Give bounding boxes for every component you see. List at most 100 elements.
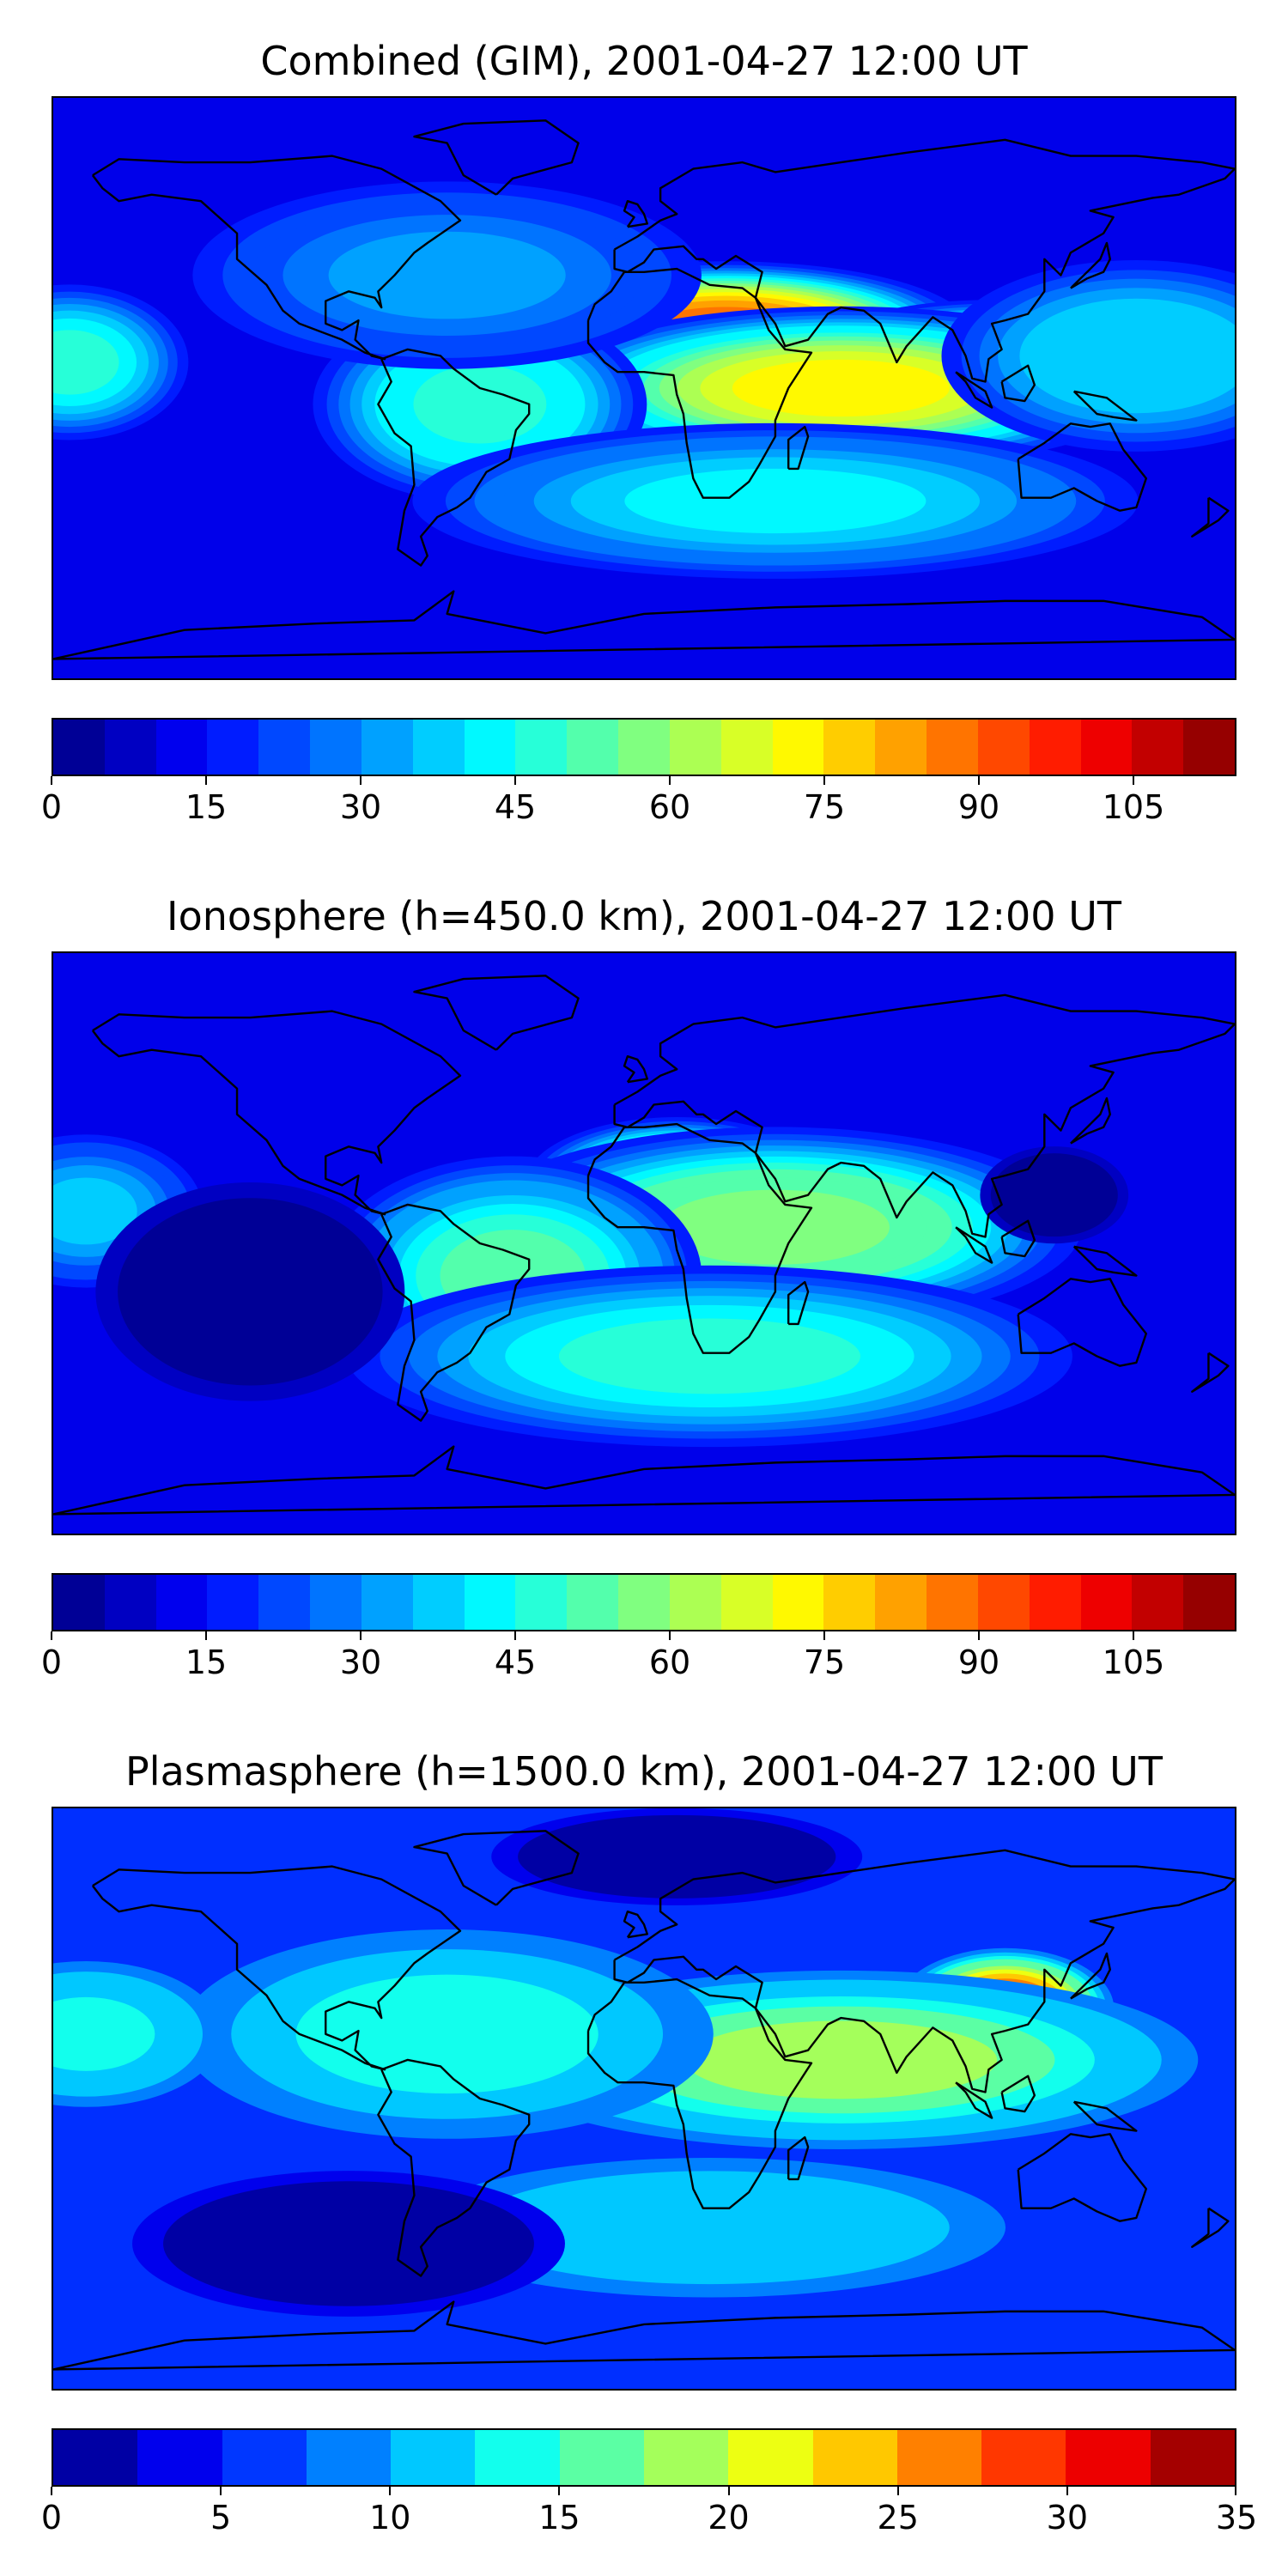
field-feature xyxy=(180,1929,714,2139)
coastline-new-zealand xyxy=(1192,2208,1228,2247)
coastline-madagascar xyxy=(788,427,808,469)
colorbar-swatch xyxy=(875,720,927,775)
colorbar-swatch xyxy=(772,1575,824,1630)
coastline-eurasia xyxy=(615,995,1235,1237)
colorbar-tick-label: 60 xyxy=(648,788,691,826)
field-contour xyxy=(328,231,566,319)
colorbar-swatch xyxy=(720,1575,773,1630)
coastline-north-america xyxy=(93,156,460,360)
colorbar-swatch xyxy=(927,1575,978,1630)
coastline-south-america xyxy=(378,349,529,566)
colorbar-swatch xyxy=(306,2430,392,2485)
coastline-australia xyxy=(1018,423,1146,510)
colorbar-swatch xyxy=(567,1575,619,1630)
field-contour xyxy=(1051,313,1222,398)
colorbar-tick xyxy=(51,2487,52,2495)
panel-3-field xyxy=(53,1808,1235,2389)
panel-2-title: Ionosphere (h=450.0 km), 2001-04-27 12:0… xyxy=(167,893,1121,939)
field-contour xyxy=(53,1177,137,1245)
panel-1-colorbar-ticks: 0 15 30 45 60 75 90 105 xyxy=(41,776,1236,828)
field-feature xyxy=(413,2157,1006,2298)
coastline-new-zealand xyxy=(1192,498,1228,537)
coastline-new-guinea xyxy=(1074,2102,1137,2131)
field-contour xyxy=(541,2188,878,2268)
colorbar-tick-label: 90 xyxy=(957,1643,1000,1681)
field-feature xyxy=(53,284,189,440)
colorbar-tick-label: 0 xyxy=(40,788,63,826)
coastline-africa xyxy=(588,269,811,498)
colorbar-swatch xyxy=(207,720,259,775)
coastline-borneo xyxy=(1002,1221,1035,1256)
colorbar-swatch xyxy=(896,2430,982,2485)
field-contour xyxy=(413,365,547,444)
colorbar-swatch xyxy=(977,1575,1030,1630)
colorbar-swatch xyxy=(559,2430,644,2485)
colorbar-tick-label: 5 xyxy=(210,2499,232,2537)
panel-2-map xyxy=(52,951,1236,1535)
coastline-sumatra xyxy=(956,372,992,407)
coastline-australia xyxy=(1018,2134,1146,2221)
colorbar-swatch xyxy=(927,720,978,775)
coastline-madagascar xyxy=(788,1282,808,1324)
field-feature xyxy=(192,181,702,369)
colorbar-tick xyxy=(1235,2487,1236,2495)
field-contour xyxy=(295,1974,598,2094)
colorbar-swatch xyxy=(772,720,824,775)
field-feature xyxy=(53,1961,222,2107)
colorbar-swatch xyxy=(258,1575,311,1630)
panel-1-field xyxy=(53,98,1235,678)
colorbar-tick xyxy=(1066,2487,1068,2495)
coastline-new-guinea xyxy=(1074,392,1137,421)
panel-3-colorbar-ticks: 0 5 10 15 20 25 30 35 xyxy=(41,2487,1257,2538)
colorbar-tick xyxy=(1133,776,1134,785)
colorbar-tick xyxy=(669,776,671,785)
field-contour xyxy=(1017,1170,1092,1220)
coastline-madagascar xyxy=(788,2137,808,2179)
field-feature xyxy=(491,1808,863,1905)
field-contour xyxy=(684,2020,998,2099)
colorbar-swatch xyxy=(207,1575,259,1630)
field-contour xyxy=(582,1832,771,1881)
colorbar-tick-label: 45 xyxy=(494,788,537,826)
coastline-south-america xyxy=(378,2060,529,2276)
colorbar-swatch xyxy=(669,720,721,775)
colorbar-swatch xyxy=(53,720,105,775)
colorbar-swatch xyxy=(53,2430,138,2485)
colorbar-swatch xyxy=(1183,720,1236,775)
colorbar-tick-label: 30 xyxy=(1046,2499,1089,2537)
colorbar-swatch xyxy=(1080,720,1133,775)
colorbar-swatch xyxy=(258,720,311,775)
panel-3-title: Plasmasphere (h=1500.0 km), 2001-04-27 1… xyxy=(125,1748,1163,1795)
colorbar-swatch xyxy=(412,720,465,775)
field-feature xyxy=(346,1265,1072,1448)
coastline-uk xyxy=(624,1911,647,1937)
field-contour xyxy=(558,1318,860,1394)
colorbar-tick-label: 0 xyxy=(40,1643,63,1681)
coastline-africa xyxy=(588,1124,811,1353)
coastline-uk xyxy=(624,1056,647,1082)
colorbar-tick-label: 45 xyxy=(494,1643,537,1681)
coastline-south-america xyxy=(378,1205,529,1421)
colorbar-swatch xyxy=(567,720,619,775)
field-contour xyxy=(53,330,119,395)
colorbar-tick-label: 105 xyxy=(1102,1643,1165,1681)
colorbar-swatch xyxy=(1132,720,1184,775)
colorbar-swatch xyxy=(310,720,361,775)
colorbar-swatch xyxy=(391,2430,476,2485)
panel-3-map xyxy=(52,1807,1236,2391)
coastline-antarctica xyxy=(53,1447,1235,1515)
colorbar-tick xyxy=(220,2487,222,2495)
colorbar-tick xyxy=(896,2487,899,2495)
colorbar-tick-label: 75 xyxy=(803,788,846,826)
colorbar-tick-label: 20 xyxy=(708,2499,750,2537)
coastline-australia xyxy=(1018,1279,1146,1365)
colorbar-swatch xyxy=(618,1575,670,1630)
panel-3-colorbar xyxy=(52,2428,1236,2487)
colorbar-tick xyxy=(389,2487,392,2495)
coastline-greenland xyxy=(414,120,578,194)
colorbar-tick xyxy=(205,1631,207,1640)
field-feature xyxy=(412,422,1139,580)
colorbar-swatch xyxy=(515,720,568,775)
panel-1-map xyxy=(52,96,1236,680)
coastline-borneo xyxy=(1002,366,1035,401)
